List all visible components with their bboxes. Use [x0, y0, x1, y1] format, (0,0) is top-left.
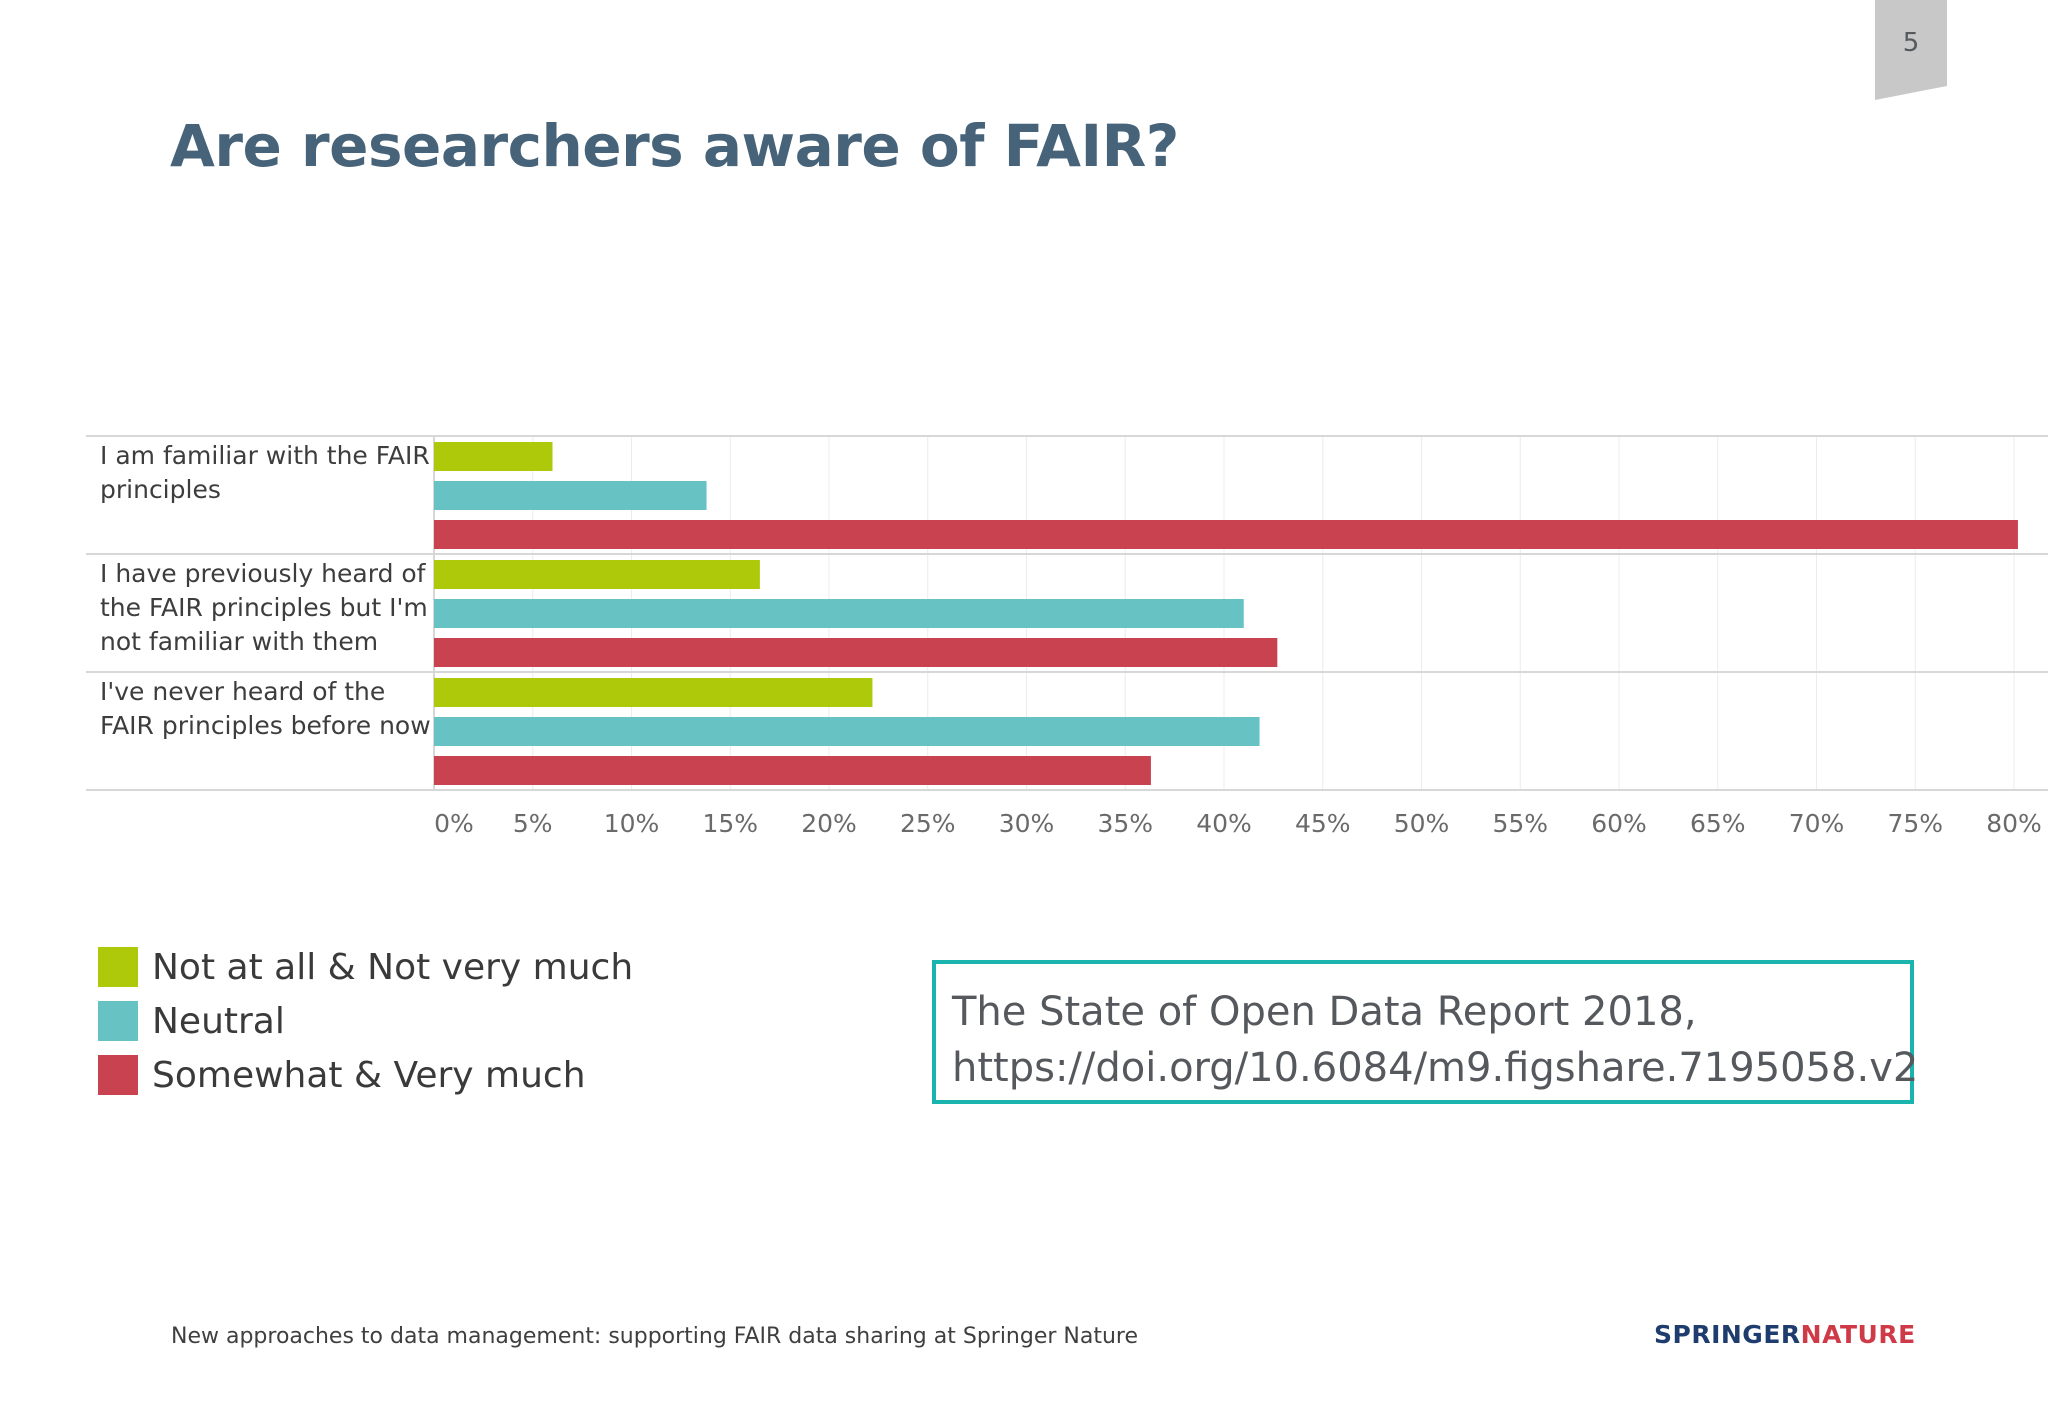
- legend-swatch-somewhat: [98, 1055, 138, 1095]
- legend-label-somewhat: Somewhat & Very much: [152, 1054, 586, 1096]
- awareness-bar-chart: I am familiar with the FAIR principles I h…: [86, 435, 2048, 838]
- chart-legend: Not at all & Not very much Neutral Somew…: [98, 940, 633, 1102]
- category-label: FAIR principles before now: [100, 711, 431, 740]
- category-label: the FAIR principles but I'm: [100, 593, 428, 622]
- x-tick-label: 0%: [434, 809, 474, 838]
- bar: [434, 756, 1151, 785]
- x-tick-label: 60%: [1591, 809, 1647, 838]
- logo-nature: NATURE: [1800, 1320, 1916, 1349]
- source-citation-box: The State of Open Data Report 2018, http…: [932, 960, 1919, 1104]
- x-tick-label: 55%: [1492, 809, 1548, 838]
- page-number-tab: [1875, 0, 1947, 100]
- x-tick-label: 25%: [900, 809, 956, 838]
- source-report-title: The State of Open Data Report 2018,: [952, 989, 1697, 1035]
- bar: [434, 560, 760, 589]
- legend-item-not-at-all: Not at all & Not very much: [98, 940, 633, 994]
- source-doi-link[interactable]: https://doi.org/10.6084/m9.figshare.7195…: [952, 1045, 1919, 1091]
- legend-label-not-at-all: Not at all & Not very much: [152, 946, 634, 988]
- category-label: I have previously heard of: [100, 559, 427, 588]
- bar: [434, 481, 707, 510]
- x-tick-label: 30%: [999, 809, 1055, 838]
- bar: [434, 520, 2018, 549]
- bar: [434, 717, 1260, 746]
- bar: [434, 678, 873, 707]
- x-tick-label: 10%: [604, 809, 660, 838]
- x-tick-label: 65%: [1690, 809, 1746, 838]
- slide-title: Are researchers aware of FAIR?: [170, 112, 1179, 180]
- footer-text: New approaches to data management: suppo…: [171, 1324, 1139, 1349]
- x-tick-label: 45%: [1295, 809, 1351, 838]
- x-tick-label: 75%: [1887, 809, 1943, 838]
- bar: [434, 599, 1244, 628]
- legend-label-neutral: Neutral: [152, 1000, 285, 1042]
- category-label: not familiar with them: [100, 627, 378, 656]
- category-label: principles: [100, 475, 221, 504]
- bar: [434, 442, 553, 471]
- legend-item-somewhat: Somewhat & Very much: [98, 1048, 633, 1102]
- legend-item-neutral: Neutral: [98, 994, 633, 1048]
- logo-springer: SPRINGER: [1654, 1320, 1801, 1349]
- x-tick-label: 35%: [1097, 809, 1153, 838]
- x-tick-label: 80%: [1986, 809, 2042, 838]
- x-tick-label: 20%: [801, 809, 857, 838]
- bar: [434, 638, 1278, 667]
- x-tick-label: 5%: [513, 809, 553, 838]
- x-tick-label: 15%: [702, 809, 758, 838]
- legend-swatch-not-at-all: [98, 947, 138, 987]
- category-label: I am familiar with the FAIR: [100, 441, 430, 470]
- springer-nature-logo: SPRINGERNATURE: [1654, 1320, 1916, 1349]
- legend-swatch-neutral: [98, 1001, 138, 1041]
- x-tick-label: 50%: [1394, 809, 1450, 838]
- x-tick-label: 70%: [1789, 809, 1845, 838]
- page-number: 5: [1902, 28, 1920, 58]
- category-label: I've never heard of the: [100, 677, 385, 706]
- x-tick-label: 40%: [1196, 809, 1252, 838]
